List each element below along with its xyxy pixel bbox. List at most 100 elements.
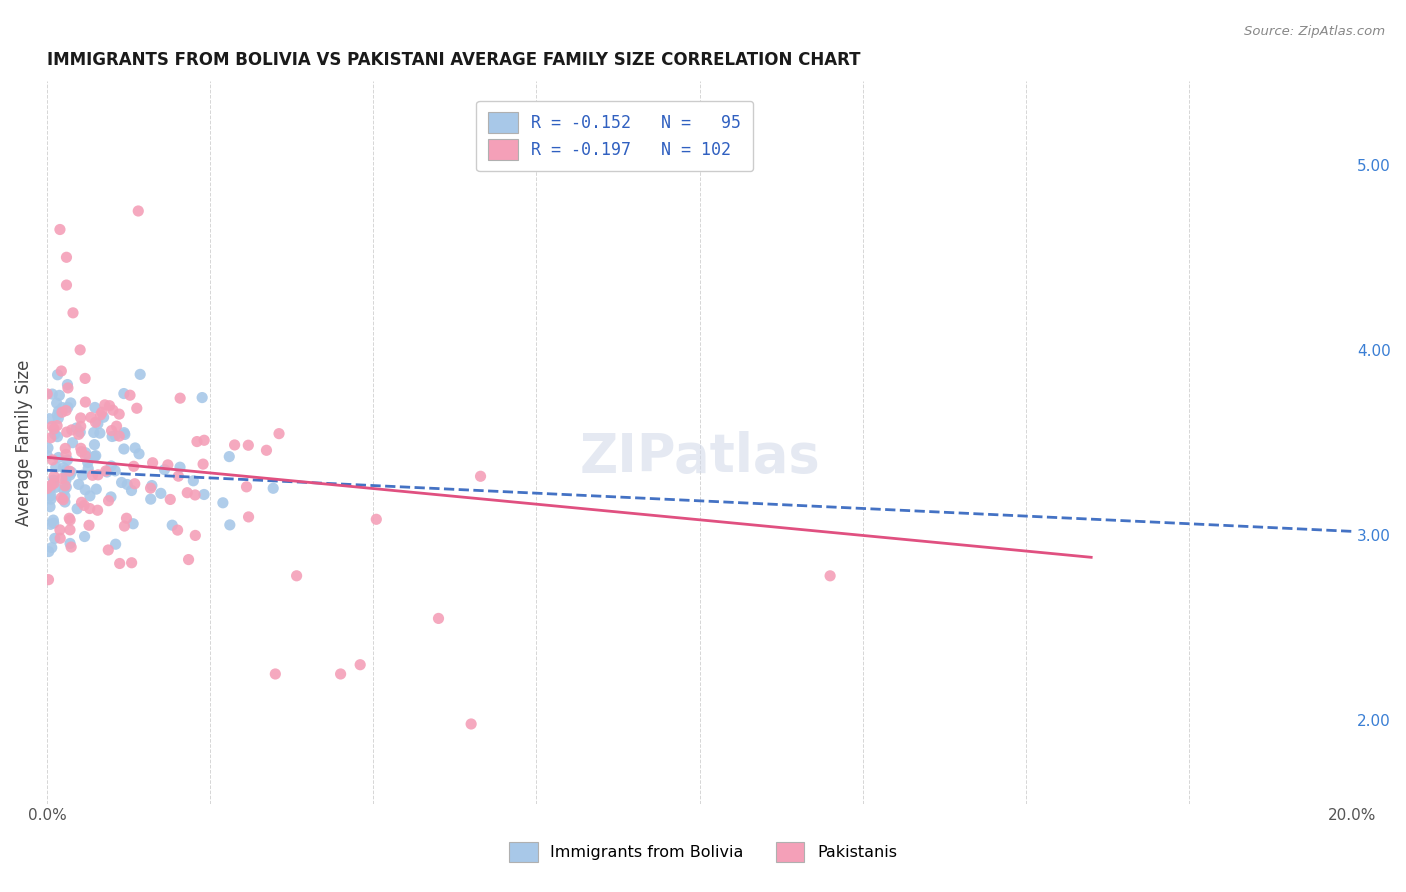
Point — [183, 474, 205, 488]
Point — [89, 426, 111, 441]
Point — [128, 447, 150, 461]
Point — [77, 461, 100, 475]
Point — [114, 427, 136, 442]
Point — [55, 425, 77, 439]
Point — [100, 490, 122, 504]
Point — [55, 480, 77, 494]
Point — [177, 552, 200, 566]
Point — [38, 488, 60, 502]
Point — [176, 485, 198, 500]
Point — [79, 489, 101, 503]
Point — [39, 492, 62, 507]
Point — [65, 421, 87, 435]
Point — [38, 411, 60, 425]
Point — [41, 419, 63, 434]
Point — [42, 476, 65, 491]
Point — [104, 464, 127, 478]
Point — [96, 465, 118, 479]
Point — [108, 429, 131, 443]
Point — [97, 493, 120, 508]
Point — [45, 396, 67, 410]
Point — [141, 478, 163, 492]
Point — [122, 459, 145, 474]
Point — [41, 541, 63, 555]
Point — [100, 424, 122, 438]
Point — [51, 491, 73, 505]
Point — [94, 398, 117, 412]
Point — [49, 523, 72, 537]
Point — [104, 537, 127, 551]
Point — [87, 417, 110, 431]
Point — [51, 401, 73, 415]
Point — [56, 381, 79, 395]
Legend: Immigrants from Bolivia, Pakistanis: Immigrants from Bolivia, Pakistanis — [502, 836, 904, 868]
Point — [112, 425, 135, 440]
Point — [80, 410, 103, 425]
Point — [72, 468, 94, 483]
Point — [37, 482, 59, 496]
Point — [51, 364, 73, 378]
Point — [75, 483, 97, 497]
Point — [93, 410, 115, 425]
Point — [235, 480, 257, 494]
Point — [818, 569, 841, 583]
Point — [55, 447, 77, 461]
Point — [46, 430, 69, 444]
Point — [159, 492, 181, 507]
Point — [191, 391, 214, 405]
Point — [83, 401, 105, 415]
Point — [262, 481, 284, 495]
Point — [75, 371, 97, 385]
Point — [238, 438, 260, 452]
Point — [110, 475, 132, 490]
Point — [122, 516, 145, 531]
Point — [97, 543, 120, 558]
Point — [104, 428, 127, 442]
Point — [67, 427, 90, 442]
Point — [53, 489, 76, 503]
Point — [48, 404, 70, 418]
Text: Source: ZipAtlas.com: Source: ZipAtlas.com — [1244, 25, 1385, 38]
Point — [83, 437, 105, 451]
Point — [53, 442, 76, 456]
Y-axis label: Average Family Size: Average Family Size — [15, 359, 32, 525]
Point — [139, 481, 162, 495]
Point — [37, 449, 59, 463]
Point — [69, 425, 91, 439]
Point — [41, 453, 63, 467]
Point — [39, 489, 62, 503]
Text: ZIPatlas: ZIPatlas — [579, 431, 820, 483]
Point — [87, 467, 110, 482]
Point — [75, 449, 97, 463]
Point — [53, 495, 76, 509]
Point — [160, 518, 183, 533]
Point — [82, 468, 104, 483]
Point — [98, 399, 121, 413]
Point — [59, 468, 82, 483]
Point — [42, 422, 65, 436]
Point — [42, 473, 65, 487]
Point — [60, 465, 83, 479]
Point — [46, 411, 69, 425]
Point — [112, 386, 135, 401]
Point — [115, 477, 138, 491]
Point — [69, 419, 91, 434]
Point — [56, 377, 79, 392]
Point — [105, 419, 128, 434]
Point — [149, 486, 172, 500]
Point — [142, 456, 165, 470]
Point — [45, 480, 67, 494]
Point — [193, 434, 215, 448]
Point — [139, 492, 162, 507]
Point — [52, 492, 75, 507]
Point — [44, 532, 66, 546]
Point — [39, 431, 62, 445]
Point — [73, 499, 96, 513]
Point — [108, 557, 131, 571]
Point — [56, 453, 79, 467]
Point — [124, 476, 146, 491]
Point — [55, 403, 77, 417]
Point — [55, 278, 77, 293]
Point — [39, 478, 62, 492]
Point — [67, 477, 90, 491]
